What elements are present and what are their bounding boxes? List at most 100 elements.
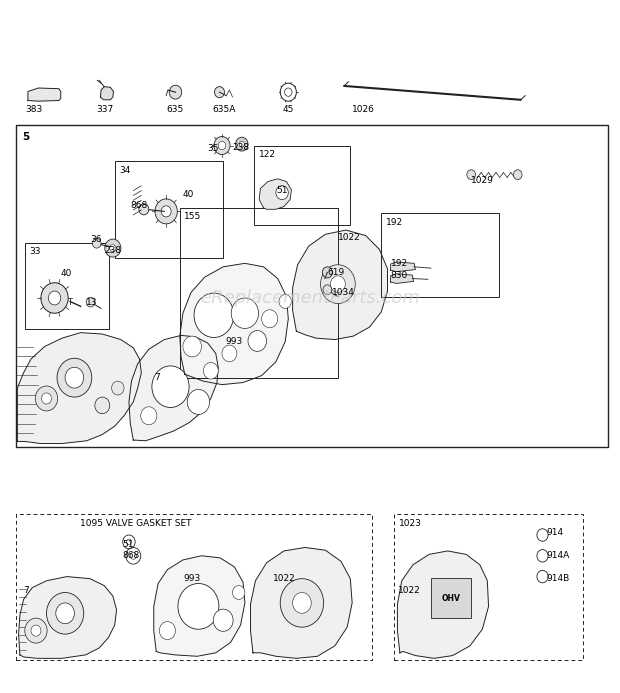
Polygon shape (180, 263, 288, 385)
Text: 1022: 1022 (338, 233, 361, 241)
Polygon shape (259, 179, 291, 209)
Text: 40: 40 (183, 190, 194, 198)
Polygon shape (391, 262, 415, 272)
Circle shape (322, 267, 332, 278)
Circle shape (152, 366, 189, 407)
Circle shape (161, 206, 171, 217)
Circle shape (213, 609, 233, 631)
Circle shape (215, 87, 224, 98)
Circle shape (86, 297, 95, 307)
Text: 33: 33 (29, 247, 41, 256)
Text: 1023: 1023 (399, 520, 422, 528)
Circle shape (280, 579, 324, 627)
Bar (16, 514, 372, 660)
Circle shape (178, 584, 219, 629)
Polygon shape (19, 577, 117, 658)
Bar (115, 161, 223, 258)
Bar (254, 146, 350, 225)
Circle shape (276, 186, 288, 200)
Polygon shape (250, 547, 352, 658)
Text: 40: 40 (61, 270, 72, 278)
Circle shape (25, 618, 47, 643)
Text: 5: 5 (22, 132, 29, 142)
Circle shape (232, 586, 245, 599)
Polygon shape (154, 556, 245, 656)
Circle shape (236, 137, 248, 151)
Text: 51: 51 (123, 540, 135, 548)
Circle shape (537, 529, 548, 541)
Bar (431, 578, 471, 618)
Circle shape (105, 239, 121, 257)
Circle shape (155, 199, 177, 224)
Text: 155: 155 (184, 213, 202, 221)
Text: 1026: 1026 (352, 105, 375, 114)
Text: 619: 619 (327, 268, 345, 277)
Circle shape (35, 386, 58, 411)
Polygon shape (391, 274, 414, 283)
Circle shape (323, 285, 332, 295)
Text: 635A: 635A (212, 105, 236, 114)
Circle shape (203, 362, 218, 379)
Circle shape (214, 137, 230, 155)
Circle shape (513, 170, 522, 179)
Circle shape (65, 367, 84, 388)
Text: 914A: 914A (547, 552, 570, 560)
Text: 914B: 914B (547, 574, 570, 583)
Circle shape (279, 295, 291, 308)
Circle shape (285, 88, 292, 96)
Circle shape (159, 622, 175, 640)
Circle shape (130, 552, 136, 559)
Polygon shape (397, 551, 489, 658)
Circle shape (56, 603, 74, 624)
Circle shape (183, 336, 202, 357)
Text: 635: 635 (166, 105, 184, 114)
Circle shape (194, 293, 234, 337)
Text: 51: 51 (276, 186, 288, 195)
Circle shape (41, 283, 68, 313)
Text: 868: 868 (123, 552, 140, 560)
Text: 993: 993 (183, 574, 200, 583)
Circle shape (141, 407, 157, 425)
Text: 383: 383 (25, 105, 42, 114)
Text: 36: 36 (90, 236, 102, 244)
Circle shape (330, 276, 345, 292)
Circle shape (187, 389, 210, 414)
Bar (16, 125, 608, 447)
Text: 192: 192 (386, 218, 403, 227)
Bar (25, 243, 108, 329)
Text: 830: 830 (391, 271, 408, 279)
Text: 337: 337 (96, 105, 113, 114)
Circle shape (110, 245, 116, 252)
Text: 122: 122 (259, 150, 275, 159)
Text: 7: 7 (154, 374, 159, 382)
Bar (180, 208, 338, 378)
Polygon shape (28, 88, 61, 101)
Text: 35: 35 (208, 144, 219, 152)
Text: 1095 VALVE GASKET SET: 1095 VALVE GASKET SET (79, 520, 191, 528)
Text: 238: 238 (104, 247, 122, 255)
Circle shape (248, 331, 267, 351)
Text: 192: 192 (391, 259, 408, 267)
Circle shape (112, 381, 124, 395)
Polygon shape (17, 333, 141, 444)
Text: 7: 7 (24, 586, 29, 595)
Circle shape (126, 539, 131, 545)
Text: 993: 993 (225, 337, 242, 346)
Text: 1022: 1022 (273, 574, 296, 583)
Text: 34: 34 (119, 166, 130, 175)
Text: 238: 238 (232, 143, 250, 152)
Text: eReplacementParts.com: eReplacementParts.com (200, 289, 420, 307)
Text: 1029: 1029 (471, 176, 494, 184)
Text: OHV: OHV (441, 594, 461, 602)
Circle shape (57, 358, 92, 397)
Text: 45: 45 (282, 105, 293, 114)
Circle shape (31, 625, 41, 636)
Circle shape (46, 593, 84, 634)
Bar (381, 213, 499, 297)
Text: 13: 13 (86, 299, 97, 307)
Circle shape (231, 298, 259, 328)
Circle shape (139, 204, 149, 215)
Circle shape (321, 265, 355, 304)
Bar (394, 514, 583, 660)
Text: 868: 868 (130, 202, 148, 210)
